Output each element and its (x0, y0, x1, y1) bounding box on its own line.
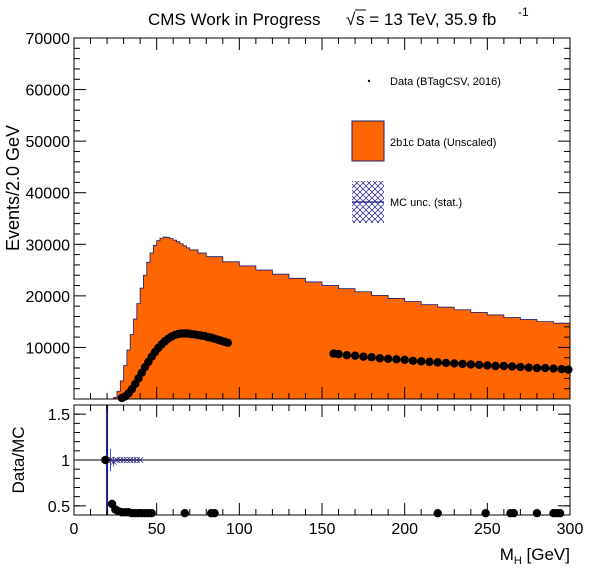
data-point (375, 354, 385, 363)
mc-unc-marker (117, 456, 124, 464)
ratio-point (509, 508, 518, 518)
y-tick-label: 70000 (26, 31, 71, 48)
data-point (342, 350, 351, 360)
data-point (557, 364, 566, 374)
data-point (367, 353, 376, 362)
y-tick-label: 60000 (26, 83, 71, 100)
mc-unc-marker (120, 456, 127, 464)
y-tick-label: 50000 (26, 134, 71, 151)
mc-unc-marker (110, 458, 117, 466)
data-point (433, 358, 442, 367)
data-point (474, 360, 484, 370)
legend-unc-label: MC unc. (stat.) (390, 197, 462, 209)
x-tick-label: 300 (557, 521, 584, 538)
x-tick-label: 0 (70, 521, 79, 538)
ratio-point (555, 508, 565, 518)
data-point (499, 361, 509, 371)
ratio-point (180, 508, 189, 518)
ratio-y-tick-label: 1.5 (48, 407, 70, 424)
data-point (359, 352, 368, 361)
sqrt-symbol: √ (346, 10, 356, 29)
data-point (541, 363, 550, 373)
data-point (450, 359, 459, 368)
header-energy: s = 13 TeV, 35.9 fb (356, 10, 496, 29)
data-point (417, 357, 426, 366)
x-axis-label: MH [GeV] (500, 545, 570, 567)
x-tick-label: 150 (309, 521, 336, 538)
y-tick-label: 30000 (26, 237, 71, 254)
mc-unc-marker (133, 456, 141, 464)
x-axis-label-main: M (500, 545, 514, 564)
histogram-fill (74, 236, 571, 400)
data-point (507, 362, 517, 371)
data-point (516, 362, 525, 372)
ratio-y-axis-label: Data/MC (9, 426, 28, 493)
legend-data-marker (367, 79, 371, 83)
header-lumi-exponent: -1 (518, 5, 529, 19)
data-point (425, 357, 434, 367)
mc-unc-marker (130, 456, 137, 464)
ratio-point (210, 508, 219, 518)
mc-unc-marker (136, 456, 144, 464)
x-tick-label: 100 (226, 521, 253, 538)
main-plot-area (74, 236, 573, 403)
y-tick-label: 10000 (26, 340, 71, 357)
data-point (441, 358, 451, 368)
data-point (532, 363, 542, 373)
mc-unc-marker (113, 456, 121, 464)
legend-data-label: Data (BTagCSV, 2016) (390, 76, 501, 88)
x-tick-label: 200 (391, 521, 418, 538)
ratio-y-tick-label: 0.5 (48, 499, 70, 516)
data-point (392, 355, 401, 364)
ratio-point (101, 455, 110, 465)
data-point (483, 361, 492, 370)
main-panel: 10000 20000 30000 40000 50000 60000 70000 Even… (3, 31, 573, 403)
data-point (524, 363, 533, 372)
mc-unc-marker (123, 456, 131, 464)
legend-fill-label: 2b1c Data (Unscaled) (390, 137, 496, 149)
data-point (223, 338, 232, 347)
data-point (408, 356, 418, 366)
data-point (549, 364, 558, 373)
x-tick-label: 250 (474, 521, 501, 538)
legend: Data (BTagCSV, 2016) 2b1c Data (Unscaled… (351, 76, 501, 223)
ratio-point (147, 508, 156, 518)
data-point (564, 365, 573, 374)
ratio-y-tick-label: 1 (61, 453, 70, 470)
data-point (334, 349, 343, 359)
x-axis-label-unit: [GeV] (522, 545, 570, 564)
x-ticks: 0 50 100 150 200 250 300 (70, 38, 584, 538)
legend-fill-swatch (351, 120, 385, 162)
data-point (466, 360, 475, 369)
main-y-axis-label: Events/2.0 GeV (3, 125, 23, 251)
data-point (491, 361, 500, 371)
data-point (400, 355, 409, 365)
y-tick-label: 40000 (26, 186, 71, 203)
ratio-plot-area (74, 405, 570, 518)
x-tick-label: 50 (148, 521, 166, 538)
header-label: CMS Work in Progress (148, 10, 321, 29)
ratio-point (481, 508, 490, 518)
data-point (458, 359, 467, 369)
data-point (350, 351, 360, 360)
ratio-panel: 0.5 1 1.5 0 50 100 150 200 250 300 Data/MC MH [G… (9, 38, 583, 567)
x-axis-label-sub: H (514, 555, 522, 567)
data-point (383, 354, 393, 363)
mc-unc-marker (127, 456, 134, 464)
main-y-ticks: 10000 20000 30000 40000 50000 60000 70000 (26, 31, 570, 390)
ratio-y-ticks: 0.5 1 1.5 (48, 407, 570, 516)
y-tick-label: 20000 (26, 289, 71, 306)
